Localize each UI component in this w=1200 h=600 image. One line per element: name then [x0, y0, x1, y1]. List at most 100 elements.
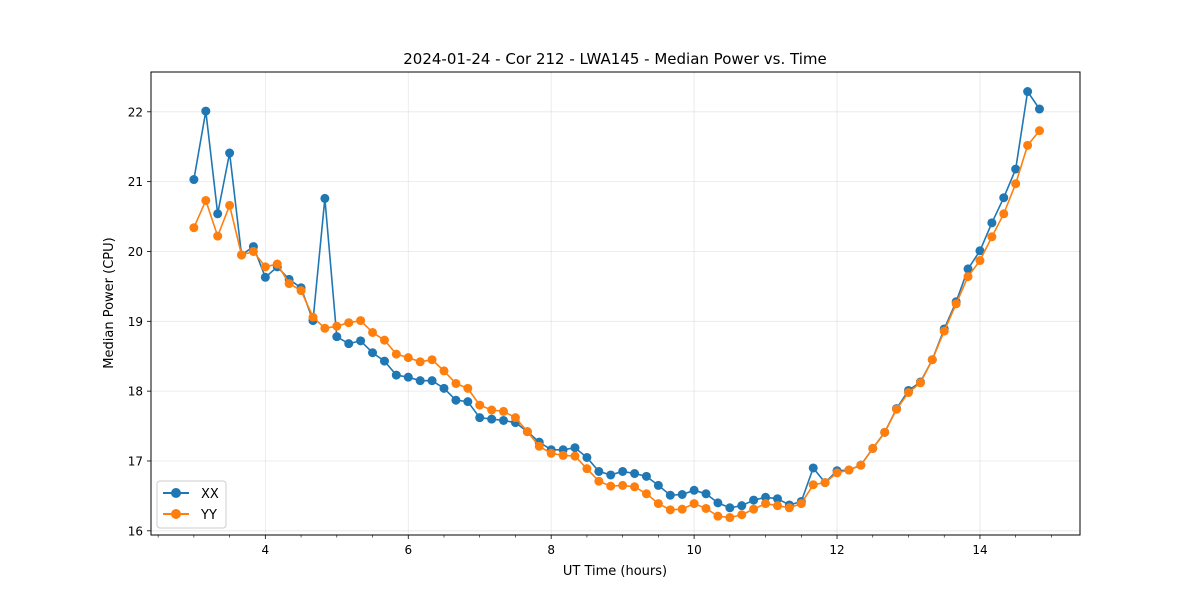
- legend: XX YY: [156, 480, 227, 529]
- data-point-xx: [379, 356, 389, 366]
- data-point-yy: [427, 355, 437, 365]
- data-point-yy: [796, 499, 806, 509]
- data-point-yy: [272, 259, 282, 269]
- data-point-xx: [260, 272, 270, 282]
- data-point-yy: [761, 499, 771, 509]
- data-point-yy: [987, 232, 997, 242]
- data-point-xx: [987, 218, 997, 228]
- data-point-xx: [725, 503, 735, 513]
- data-point-yy: [1023, 140, 1033, 150]
- data-point-yy: [749, 504, 759, 514]
- data-point-yy: [320, 323, 330, 333]
- data-point-yy: [582, 464, 592, 474]
- data-point-yy: [368, 327, 378, 337]
- data-point-yy: [665, 505, 675, 515]
- data-point-yy: [784, 503, 794, 513]
- data-point-yy: [975, 256, 985, 266]
- data-point-xx: [761, 492, 771, 502]
- data-point-yy: [892, 404, 902, 414]
- data-point-yy: [391, 349, 401, 359]
- data-point-xx: [808, 463, 818, 473]
- data-point-yy: [379, 335, 389, 345]
- data-point-yy: [415, 357, 425, 367]
- data-point-yy: [832, 468, 842, 478]
- data-point-xx: [451, 395, 461, 405]
- data-point-yy: [808, 480, 818, 490]
- data-point-xx: [570, 443, 580, 453]
- x-tick-label: 10: [686, 543, 701, 557]
- x-tick-label: 6: [404, 543, 412, 557]
- data-point-xx: [1023, 87, 1033, 97]
- y-tick-label: 20: [128, 245, 143, 259]
- data-point-yy: [487, 405, 497, 415]
- data-point-yy: [475, 400, 485, 410]
- legend-label-yy: YY: [200, 508, 217, 523]
- data-point-yy: [1034, 126, 1044, 136]
- data-point-yy: [880, 427, 890, 437]
- data-point-yy: [618, 480, 628, 490]
- data-point-yy: [630, 482, 640, 492]
- data-point-xx: [749, 495, 759, 505]
- data-point-xx: [427, 376, 437, 386]
- data-point-xx: [677, 490, 687, 499]
- axis-ticks: 4 6 8 10 12 14 16 17 18 19 20 21 22: [128, 105, 1052, 557]
- data-point-xx: [618, 466, 628, 476]
- data-point-yy: [725, 513, 735, 523]
- data-point-xx: [641, 471, 651, 481]
- y-tick-label: 22: [128, 105, 143, 119]
- data-point-yy: [701, 503, 711, 513]
- y-tick-label: 18: [128, 385, 143, 399]
- data-point-yy: [773, 501, 782, 511]
- data-point-xx: [963, 264, 973, 274]
- x-tick-label: 12: [829, 543, 844, 557]
- data-point-yy: [296, 286, 306, 296]
- data-point-yy: [189, 223, 199, 233]
- data-point-yy: [939, 326, 949, 336]
- y-tick-label: 17: [128, 454, 143, 468]
- data-point-yy: [713, 511, 723, 521]
- data-point-yy: [284, 279, 294, 289]
- data-point-xx: [487, 414, 497, 424]
- data-point-yy: [463, 383, 473, 393]
- data-point-xx: [320, 193, 330, 203]
- data-series: [189, 87, 1044, 523]
- data-point-xx: [403, 372, 413, 382]
- chart-title: 2024-01-24 - Cor 212 - LWA145 - Median P…: [403, 50, 827, 68]
- data-point-xx: [630, 469, 640, 479]
- legend-marker-xx: [171, 488, 181, 498]
- data-point-yy: [213, 231, 223, 241]
- data-point-yy: [594, 476, 604, 486]
- data-point-yy: [606, 481, 616, 491]
- data-point-yy: [439, 366, 449, 376]
- legend-label-xx: XX: [201, 487, 219, 502]
- data-point-xx: [368, 348, 378, 358]
- data-point-xx: [213, 209, 223, 219]
- data-point-yy: [308, 312, 318, 322]
- data-point-xx: [999, 193, 1009, 203]
- data-point-xx: [689, 485, 699, 495]
- data-point-xx: [975, 246, 985, 256]
- data-point-yy: [903, 388, 913, 398]
- data-point-xx: [582, 452, 592, 462]
- data-point-yy: [915, 378, 925, 388]
- data-point-xx: [773, 494, 782, 504]
- data-point-xx: [713, 498, 723, 508]
- data-point-yy: [1011, 179, 1021, 189]
- data-point-yy: [201, 195, 211, 205]
- x-tick-label: 8: [547, 543, 555, 557]
- data-point-yy: [737, 510, 747, 520]
- data-point-xx: [356, 336, 366, 346]
- data-point-yy: [653, 499, 663, 509]
- data-point-yy: [225, 200, 235, 210]
- data-point-yy: [951, 299, 961, 309]
- data-point-yy: [820, 478, 830, 488]
- data-point-yy: [844, 465, 854, 475]
- data-point-yy: [344, 318, 354, 328]
- data-point-xx: [499, 415, 509, 425]
- data-point-yy: [534, 441, 544, 451]
- data-point-yy: [248, 246, 258, 256]
- data-point-yy: [510, 413, 520, 423]
- y-tick-label: 21: [128, 175, 143, 189]
- data-point-xx: [1011, 164, 1021, 174]
- data-point-yy: [689, 499, 699, 509]
